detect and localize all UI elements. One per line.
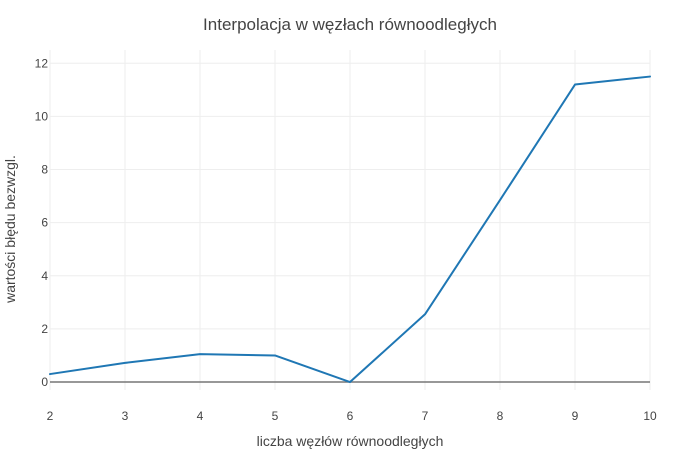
x-tick-label: 5 (272, 409, 279, 423)
x-tick-label: 10 (643, 409, 657, 423)
data-point (497, 197, 503, 203)
y-axis-title: wartości błędu bezwzgl. (2, 155, 18, 304)
y-tick-label: 10 (35, 109, 49, 123)
x-tick-label: 2 (47, 409, 54, 423)
y-tick-label: 2 (41, 322, 48, 336)
x-axis-title: liczba węzłów równoodległych (257, 433, 444, 449)
data-point (197, 351, 203, 357)
data-point (572, 82, 578, 88)
data-point (647, 74, 653, 80)
y-tick-label: 6 (41, 216, 48, 230)
grid (49, 50, 651, 390)
y-tick-label: 12 (35, 56, 49, 70)
y-tick-label: 8 (41, 163, 48, 177)
data-point (47, 371, 53, 377)
axes: 2 3 4 5 6 7 8 9 10 0 2 4 6 8 10 12 (35, 56, 657, 423)
x-tick-label: 7 (422, 409, 429, 423)
y-tick-label: 0 (41, 375, 48, 389)
series-layer (47, 74, 653, 385)
x-tick-label: 4 (197, 409, 204, 423)
x-tick-label: 8 (497, 409, 504, 423)
x-tick-label: 6 (347, 409, 354, 423)
y-tick-label: 4 (41, 269, 48, 283)
data-point (422, 311, 428, 317)
data-point (122, 360, 128, 366)
chart-title: Interpolacja w węzłach równoodległych (203, 15, 497, 34)
data-point (272, 352, 278, 358)
data-point (347, 379, 353, 385)
x-tick-label: 3 (122, 409, 129, 423)
series-line (49, 75, 651, 384)
x-tick-label: 9 (572, 409, 579, 423)
